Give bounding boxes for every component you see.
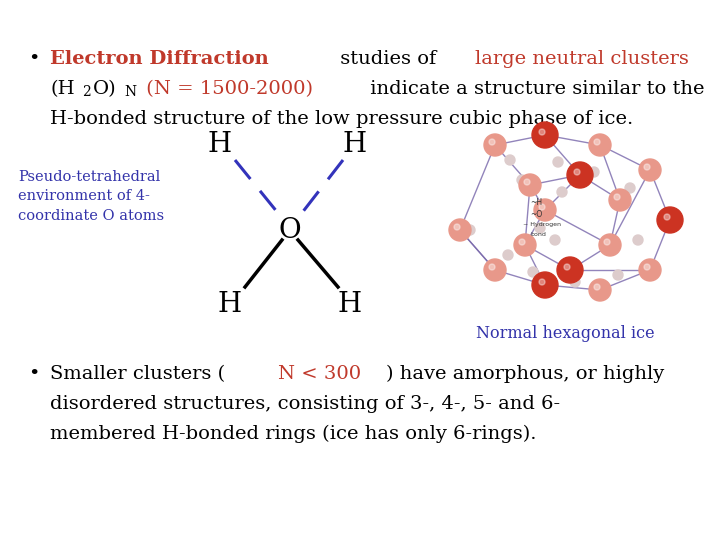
Text: •: • <box>28 50 40 68</box>
Circle shape <box>505 155 515 165</box>
Circle shape <box>449 219 471 241</box>
Circle shape <box>489 264 495 270</box>
Text: indicate a structure similar to the: indicate a structure similar to the <box>364 80 705 98</box>
Circle shape <box>465 225 475 235</box>
Circle shape <box>484 134 506 156</box>
Text: Pseudo-tetrahedral
environment of 4-
coordinate O atoms: Pseudo-tetrahedral environment of 4- coo… <box>18 170 164 223</box>
Circle shape <box>519 239 525 245</box>
Text: H: H <box>208 132 232 159</box>
Circle shape <box>625 183 635 193</box>
Text: H-bonded structure of the low pressure cubic phase of ice.: H-bonded structure of the low pressure c… <box>50 110 634 128</box>
Text: (H: (H <box>50 80 75 98</box>
Text: ~O: ~O <box>530 210 542 219</box>
Circle shape <box>613 270 623 280</box>
Circle shape <box>553 157 563 167</box>
Text: studies of: studies of <box>334 50 443 68</box>
Circle shape <box>589 134 611 156</box>
Circle shape <box>609 189 631 211</box>
Circle shape <box>524 179 530 185</box>
Text: Electron Diffraction: Electron Diffraction <box>50 50 269 68</box>
Circle shape <box>514 234 536 256</box>
Circle shape <box>599 234 621 256</box>
Text: ~ Hydrogen: ~ Hydrogen <box>523 222 561 227</box>
Circle shape <box>570 277 580 287</box>
Text: large neutral clusters: large neutral clusters <box>475 50 689 68</box>
Text: ) have amorphous, or highly: ) have amorphous, or highly <box>385 365 664 383</box>
Circle shape <box>484 259 506 281</box>
Circle shape <box>557 257 583 283</box>
Circle shape <box>574 169 580 175</box>
Circle shape <box>528 267 538 277</box>
Circle shape <box>532 122 558 148</box>
Text: N < 300: N < 300 <box>278 365 361 383</box>
Circle shape <box>589 279 611 301</box>
Circle shape <box>614 194 620 200</box>
Circle shape <box>517 175 527 185</box>
Text: H: H <box>343 132 367 159</box>
Text: (N = 1500-2000): (N = 1500-2000) <box>140 80 312 98</box>
Circle shape <box>644 164 650 170</box>
Circle shape <box>633 235 643 245</box>
Circle shape <box>503 250 513 260</box>
Circle shape <box>639 259 661 281</box>
Text: N: N <box>124 85 136 99</box>
Circle shape <box>539 279 545 285</box>
Circle shape <box>539 129 545 135</box>
Circle shape <box>657 207 683 233</box>
Circle shape <box>534 199 556 221</box>
Circle shape <box>550 235 560 245</box>
Circle shape <box>557 187 567 197</box>
Circle shape <box>564 264 570 270</box>
Circle shape <box>454 224 460 230</box>
Circle shape <box>489 139 495 145</box>
Text: H: H <box>218 292 242 319</box>
Text: O): O) <box>94 80 117 98</box>
Text: Normal hexagonal ice: Normal hexagonal ice <box>476 325 654 342</box>
Circle shape <box>594 284 600 290</box>
Text: Smaller clusters (: Smaller clusters ( <box>50 365 225 383</box>
Circle shape <box>567 162 593 188</box>
Text: disordered structures, consisting of 3-, 4-, 5- and 6-: disordered structures, consisting of 3-,… <box>50 395 560 413</box>
Text: •: • <box>28 365 40 383</box>
Circle shape <box>532 272 558 298</box>
Text: H: H <box>338 292 362 319</box>
Circle shape <box>535 223 545 233</box>
Circle shape <box>664 214 670 220</box>
Circle shape <box>644 264 650 270</box>
Text: bond: bond <box>530 232 546 237</box>
Text: ~H: ~H <box>530 198 542 207</box>
Circle shape <box>604 239 610 245</box>
Text: membered H-bonded rings (ice has only 6-rings).: membered H-bonded rings (ice has only 6-… <box>50 425 536 443</box>
Text: O: O <box>279 217 301 244</box>
Circle shape <box>589 167 599 177</box>
Circle shape <box>594 139 600 145</box>
Circle shape <box>519 174 541 196</box>
Circle shape <box>639 159 661 181</box>
Circle shape <box>539 204 545 210</box>
Text: 2: 2 <box>82 85 91 99</box>
